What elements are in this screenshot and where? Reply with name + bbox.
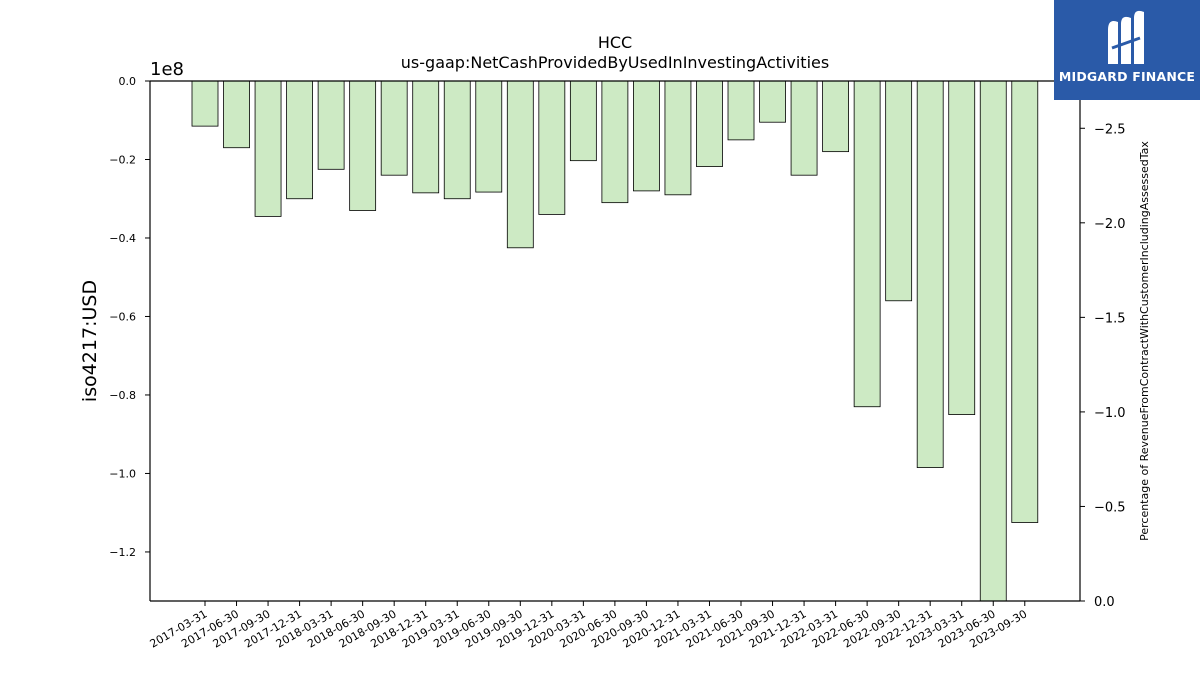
y-axis-label: iso4217:USD [79, 280, 101, 402]
bar-2020-06-30 [601, 80, 629, 204]
bar-2022-03-31 [822, 80, 849, 153]
bar-2021-12-31 [790, 80, 818, 176]
y2-tick-label: −1.0 [1094, 406, 1126, 421]
bar-2017-06-30 [223, 80, 250, 149]
y-tick-label: −0.6 [109, 310, 136, 323]
bar-2022-09-30 [885, 80, 913, 302]
bar-2023-03-31 [948, 80, 976, 415]
logo: MIDGARD FINANCE [1054, 0, 1200, 100]
bar-2020-09-30 [633, 80, 660, 192]
bar-2021-09-30 [759, 80, 786, 123]
chart-title: HCC [598, 33, 632, 52]
y-tick-label: 0.0 [119, 75, 137, 88]
y-tick-label: −1.0 [109, 467, 136, 480]
bar-2018-09-30 [380, 80, 408, 176]
y-offset-label: 1e8 [150, 59, 184, 80]
bar-2018-06-30 [349, 80, 377, 211]
logo-text: MIDGARD FINANCE [1058, 69, 1196, 84]
y2-tick-label: −0.5 [1094, 500, 1126, 515]
bar-2021-03-31 [696, 80, 723, 167]
y-tick-label: −0.4 [109, 232, 136, 245]
bar-2017-09-30 [254, 80, 282, 217]
y2-tick-label: 0.0 [1094, 595, 1115, 610]
y-axis-ticks: 0.0 −0.2 −0.4 −0.6 −0.8 −1.0 −1.2 [109, 75, 150, 559]
bar-2020-03-31 [569, 80, 597, 162]
bar-2019-06-30 [475, 80, 503, 193]
bar-2023-09-30 [1011, 80, 1039, 523]
chart-subtitle: us-gaap:NetCashProvidedByUsedInInvesting… [401, 53, 829, 72]
bar-2019-12-31 [538, 80, 566, 215]
y2-axis-ticks: −2.5 −2.0 −1.5 −1.0 −0.5 0.0 [1080, 122, 1126, 610]
y-tick-label: −0.8 [109, 389, 136, 402]
bar-2017-12-31 [286, 80, 313, 200]
bar-2018-12-31 [412, 80, 440, 194]
bar-2019-09-30 [506, 80, 534, 249]
bar-2018-03-31 [317, 80, 345, 170]
y2-axis-label: Percentage of RevenueFromContractWithCus… [1138, 141, 1151, 541]
bar-2021-06-30 [727, 80, 755, 141]
bar-2019-03-31 [443, 80, 471, 200]
x-axis-ticks: 2017-03-312017-06-302017-09-302017-12-31… [148, 601, 1029, 651]
y-tick-label: −0.2 [109, 153, 136, 166]
y2-tick-label: −2.5 [1094, 122, 1126, 137]
bar-2022-12-31 [916, 80, 944, 468]
bars-group [191, 80, 1039, 602]
bar-2017-03-31 [191, 80, 219, 127]
bar-2020-12-31 [664, 80, 692, 196]
logo-mark-icon [1108, 10, 1144, 64]
y2-tick-label: −2.0 [1094, 217, 1126, 232]
y-tick-label: −1.2 [109, 546, 136, 559]
bar-2022-06-30 [853, 80, 881, 408]
bar-2023-06-30 [979, 80, 1007, 602]
axes-frame [149, 80, 1081, 602]
y2-tick-label: −1.5 [1094, 311, 1126, 326]
